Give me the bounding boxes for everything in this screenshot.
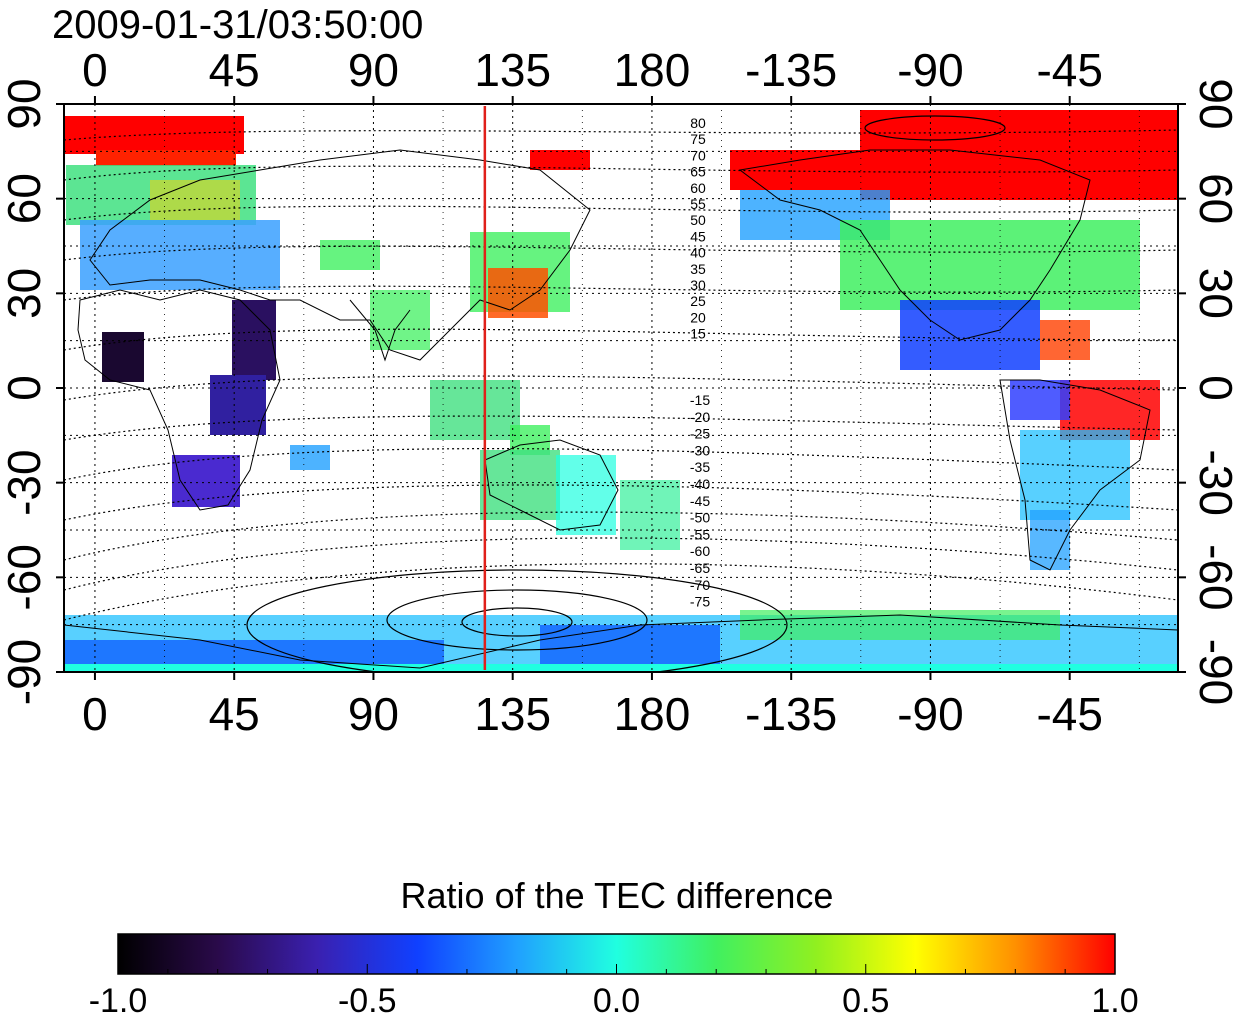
colorbar-tick-label: 1.0 [1091, 982, 1138, 1020]
left-lat-tick-label: 30 [0, 268, 50, 319]
timestamp-title: 2009-01-31/03:50:00 [52, 3, 423, 47]
colorbar-tick-label: 0.0 [593, 982, 640, 1020]
bottom-lon-tick-label: -135 [745, 688, 837, 740]
contour-label: 40 [690, 245, 706, 261]
top-lon-tick-label: 90 [348, 44, 399, 96]
top-lon-tick-label: 180 [614, 44, 691, 96]
right-lat-tick-label: -90 [1190, 639, 1240, 705]
contour-label: -15 [690, 392, 710, 408]
top-lon-tick-label: -45 [1036, 44, 1102, 96]
contour-label: 65 [690, 164, 706, 180]
contour-label: -40 [690, 476, 710, 492]
map-gridlines [64, 104, 1178, 672]
contour-label: 55 [690, 196, 706, 212]
left-latitude-axis: 90 60 30 0 -30 -60 -90 [0, 78, 64, 705]
contour-label: 80 [690, 115, 706, 131]
contour-label: -60 [690, 543, 710, 559]
bottom-lon-tick-label: -90 [897, 688, 963, 740]
contour-label: 30 [690, 277, 706, 293]
left-lat-tick-label: 60 [0, 173, 50, 224]
bottom-lon-tick-label: 0 [82, 688, 108, 740]
left-lat-tick-label: 90 [0, 78, 50, 129]
colorbar-tick-label: -1.0 [89, 982, 148, 1020]
right-lat-tick-label: 90 [1190, 78, 1240, 129]
colorbar-tick-label: 0.5 [842, 982, 889, 1020]
magnetic-contours [64, 115, 1178, 672]
left-lat-tick-label: 0 [0, 375, 50, 401]
right-lat-tick-label: -60 [1190, 544, 1240, 610]
contour-label: 15 [690, 326, 706, 342]
top-lon-tick-label: 45 [209, 44, 260, 96]
contour-label: 70 [690, 147, 706, 163]
contour-label: -55 [690, 526, 710, 542]
contour-label: -65 [690, 560, 710, 576]
contour-label: -20 [690, 409, 710, 425]
right-lat-tick-label: 60 [1190, 173, 1240, 224]
contour-label: 25 [690, 293, 706, 309]
contour-label: -50 [690, 510, 710, 526]
contour-label: -45 [690, 493, 710, 509]
contour-label: -70 [690, 577, 710, 593]
coastlines [64, 149, 1178, 669]
top-lon-tick-label: 0 [82, 44, 108, 96]
colorbar-ticks: -1.0 -0.5 0.0 0.5 1.0 [89, 964, 1139, 1020]
contour-label: 75 [690, 131, 706, 147]
left-lat-tick-label: -60 [0, 544, 50, 610]
left-lat-tick-label: -90 [0, 639, 50, 705]
contour-label: -35 [690, 459, 710, 475]
contour-label: -25 [690, 426, 710, 442]
contour-label: 35 [690, 261, 706, 277]
bottom-lon-tick-label: -45 [1036, 688, 1102, 740]
bottom-lon-tick-label: 45 [209, 688, 260, 740]
contour-label: 20 [690, 309, 706, 325]
south-contour-labels: -15-20-25-30-35-40-45-50-55-60-65-70-75 [690, 392, 710, 610]
contour-label: -75 [690, 594, 710, 610]
contour-label: 60 [690, 180, 706, 196]
right-latitude-axis: 90 60 30 0 -30 -60 -90 [1178, 78, 1240, 705]
right-lat-tick-label: 30 [1190, 268, 1240, 319]
top-lon-tick-label: -135 [745, 44, 837, 96]
top-longitude-axis: 0 45 90 135 180 -135 -90 -45 [82, 44, 1103, 104]
bottom-longitude-axis: 0 45 90 135 180 -135 -90 -45 [82, 672, 1103, 740]
bottom-lon-tick-label: 180 [614, 688, 691, 740]
bottom-lon-tick-label: 135 [474, 688, 551, 740]
contour-label: -30 [690, 442, 710, 458]
colorbar-title: Ratio of the TEC difference [401, 875, 834, 916]
left-lat-tick-label: -30 [0, 449, 50, 515]
top-lon-tick-label: -90 [897, 44, 963, 96]
colorbar-tick-label: -0.5 [338, 982, 397, 1020]
right-lat-tick-label: -30 [1190, 449, 1240, 515]
top-lon-tick-label: 135 [474, 44, 551, 96]
right-lat-tick-label: 0 [1190, 375, 1240, 401]
bottom-lon-tick-label: 90 [348, 688, 399, 740]
contour-label: 45 [690, 228, 706, 244]
contour-label: 50 [690, 212, 706, 228]
